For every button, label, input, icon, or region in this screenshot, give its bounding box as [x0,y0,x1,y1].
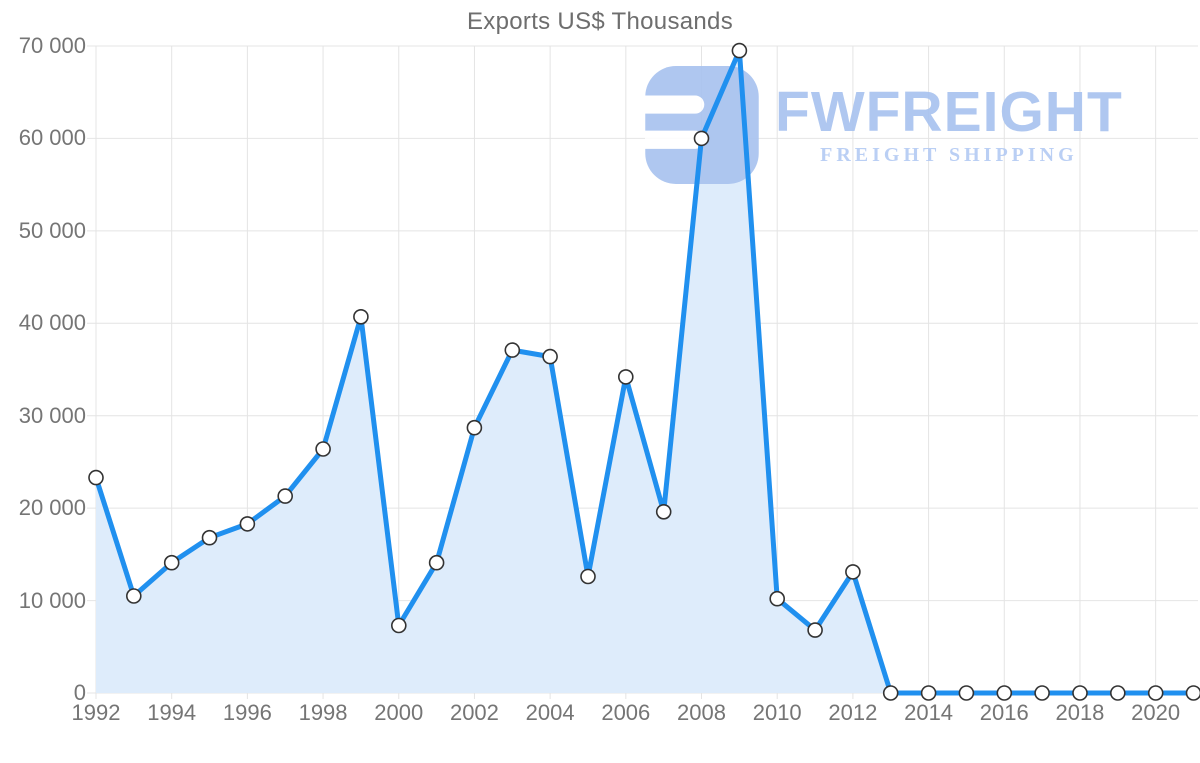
x-tick-label: 2006 [601,700,651,725]
x-tick-label: 1994 [147,700,197,725]
y-tick-label: 30 000 [18,402,86,428]
x-tick-label: 1992 [71,700,121,725]
x-tick-label: 2020 [1131,700,1181,725]
x-tick-label: 1998 [298,700,348,725]
y-tick-label: 10 000 [18,587,86,613]
brand-name: FWFREIGHT [775,79,1123,144]
x-tick-label: 2000 [374,700,424,725]
x-tick-label: 2014 [904,700,954,725]
y-tick-label: 20 000 [18,495,86,521]
y-tick-label: 40 000 [18,310,86,336]
brand-logo-icon [645,66,759,184]
x-tick-label: 2008 [677,700,726,725]
y-tick-label: 70 000 [18,33,86,58]
x-tick-label: 2012 [828,700,878,725]
brand-watermark: FWFREIGHT FREIGHT SHIPPING [645,66,1123,184]
chart-title: Exports US$ Thousands [467,8,733,35]
y-tick-label: 0 [73,680,86,705]
x-tick-label: 2018 [1055,700,1105,725]
x-tick-label: 2004 [525,700,575,725]
brand-tagline: FREIGHT SHIPPING [820,144,1078,167]
y-tick-label: 60 000 [18,125,86,151]
x-tick-label: 2010 [752,700,802,725]
y-tick-label: 50 000 [18,217,86,243]
x-tick-label: 2016 [979,700,1029,725]
x-tick-label: 2002 [449,700,499,725]
x-tick-label: 1996 [222,700,272,725]
